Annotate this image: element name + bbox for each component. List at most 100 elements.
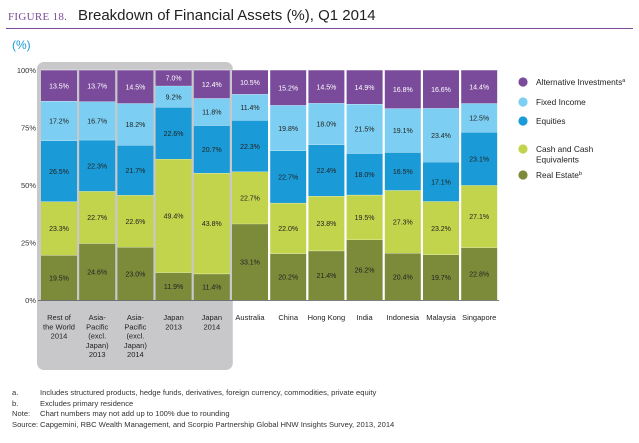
- legend-label: Real Estateb: [536, 170, 582, 180]
- bar-segment-real-estate: [423, 254, 459, 300]
- category-label-line: China: [278, 313, 298, 322]
- data-label: 14.4%: [469, 84, 489, 91]
- bar-stack: 19.7% 23.2% 17.1% 23.4% 16.6%: [423, 69, 459, 300]
- data-label: 16.6%: [431, 87, 451, 94]
- legend-swatch: [518, 170, 528, 180]
- category-label: Hong Kong: [308, 313, 346, 322]
- footnotes: a. Includes structured products, hedge fu…: [12, 388, 394, 430]
- category-label-line: 2013: [165, 322, 182, 331]
- bar-stack: 19.5% 23.3% 26.5% 17.2% 13.5%: [41, 69, 77, 300]
- bar-segment-real-estate: [384, 253, 421, 300]
- bar-segment-alternative: [232, 70, 268, 95]
- data-label: 12.4%: [202, 82, 222, 89]
- category-label: Asia-Pacific (excl. Japan) 2014: [124, 313, 147, 359]
- bar-segment-fixed-income: [423, 108, 459, 162]
- category-label-line: 2013: [89, 350, 106, 359]
- bar-segment-alternative: [79, 70, 116, 102]
- bar-segment-equities: [270, 150, 307, 203]
- category-label: Indonesia: [387, 313, 420, 322]
- data-label: 14.5%: [125, 84, 145, 91]
- category-label-line: Japan): [86, 341, 109, 350]
- bar-stack: 20.4% 27.3% 16.5% 19.1% 16.8%: [384, 69, 421, 300]
- data-label: 22.4%: [316, 168, 336, 175]
- bar-segment-real-estate: [193, 273, 230, 300]
- legend-item: Cash and Cash Equivalents: [518, 144, 594, 165]
- bar-stack: 24.6% 22.7% 22.3% 16.7% 13.7%: [79, 69, 116, 300]
- legend-label: Fixed Income: [536, 97, 586, 107]
- bar-segment-cash: [461, 185, 498, 248]
- category-label-line: the World: [43, 322, 75, 331]
- bar-segment-equities: [232, 120, 268, 172]
- legend-swatch: [518, 144, 528, 154]
- legend-superscript: b: [579, 171, 582, 177]
- bar-segment-real-estate: [117, 247, 154, 300]
- bar-segment-real-estate: [79, 243, 116, 300]
- data-label: 22.8%: [469, 272, 489, 279]
- category-label: Japan 2013: [163, 313, 183, 331]
- bar-stack: 20.2% 22.0% 22.7% 19.8% 15.2%: [270, 69, 307, 300]
- bar-stack: 11.9% 49.4% 22.6% 9.2% 7.0%: [155, 69, 192, 300]
- bar-segment-cash: [193, 173, 230, 274]
- data-label: 20.4%: [393, 274, 413, 281]
- category-label-line: Hong Kong: [308, 313, 346, 322]
- bar-stack: 26.2% 19.5% 18.0% 21.5% 14.9%: [346, 69, 383, 300]
- data-label: 16.5%: [393, 169, 413, 176]
- bar-segment-alternative: [423, 70, 459, 109]
- bar-segment-alternative: [270, 70, 307, 106]
- data-label: 16.8%: [393, 87, 413, 94]
- figure-header: FIGURE 18. Breakdown of Financial Assets…: [6, 6, 633, 29]
- legend-label: Cash and Cash Equivalents: [536, 144, 594, 165]
- legend-superscript: a: [622, 78, 626, 84]
- bar-segment-real-estate: [41, 255, 77, 300]
- bar-segment-real-estate: [346, 239, 383, 300]
- bar-segment-real-estate: [461, 247, 498, 300]
- category-label-line: Japan: [163, 313, 183, 322]
- figure-label: FIGURE 18.: [8, 11, 68, 23]
- data-label: 19.1%: [393, 128, 413, 135]
- bar-segment-cash: [232, 171, 268, 224]
- data-label: 27.3%: [393, 219, 413, 226]
- data-label: 22.3%: [240, 144, 260, 151]
- bar-segment-fixed-income: [346, 104, 383, 154]
- bar-segment-alternative: [117, 70, 154, 104]
- data-label: 18.0%: [355, 172, 375, 179]
- bar-segment-equities: [155, 107, 192, 160]
- bar-segment-real-estate: [308, 250, 345, 300]
- category-label-line: Asia-: [127, 313, 145, 322]
- legend-label: Alternative Investmentsa: [536, 77, 626, 87]
- legend-label-line: Alternative Investments: [536, 77, 622, 87]
- category-label: Japan 2014: [202, 313, 222, 331]
- bar-segment-equities: [308, 144, 345, 197]
- y-tick-label: 25%: [21, 239, 36, 248]
- legend-item: Fixed Income: [518, 97, 586, 107]
- bar-segment-real-estate: [232, 223, 268, 300]
- data-label: 23.0%: [125, 271, 145, 278]
- category-label-line: Japan): [124, 341, 147, 350]
- footnote-note: Note: Chart numbers may not add up to 100…: [12, 409, 230, 419]
- data-label: 22.3%: [87, 163, 107, 170]
- bar-segment-real-estate: [270, 253, 307, 300]
- bar-segment-cash: [270, 202, 307, 254]
- bar-segment-fixed-income: [79, 101, 116, 140]
- legend-label-line: Equities: [536, 116, 566, 126]
- bar-segment-equities: [41, 140, 77, 202]
- data-label: 19.5%: [355, 215, 375, 222]
- bar-segment-alternative: [346, 70, 383, 105]
- data-label: 22.7%: [87, 215, 107, 222]
- data-label: 14.5%: [316, 84, 336, 91]
- category-label-line: Japan: [202, 313, 222, 322]
- data-label: 20.7%: [202, 147, 222, 154]
- category-label-line: (excl.: [88, 332, 106, 341]
- data-label: 17.2%: [49, 119, 69, 126]
- y-tick-label: 0%: [25, 296, 36, 305]
- bar-stack: 33.1% 22.7% 22.3% 11.4% 10.5%: [232, 69, 268, 300]
- bar-segment-fixed-income: [270, 105, 307, 151]
- category-label-line: 2014: [127, 350, 144, 359]
- footnote-source: Source: Capgemini, RBC Wealth Management,…: [12, 419, 395, 429]
- data-label: 27.1%: [469, 214, 489, 221]
- bar-segment-cash: [423, 201, 459, 255]
- bar-segment-fixed-income: [384, 108, 421, 153]
- data-label: 19.8%: [278, 126, 298, 133]
- bar-segment-alternative: [308, 70, 345, 104]
